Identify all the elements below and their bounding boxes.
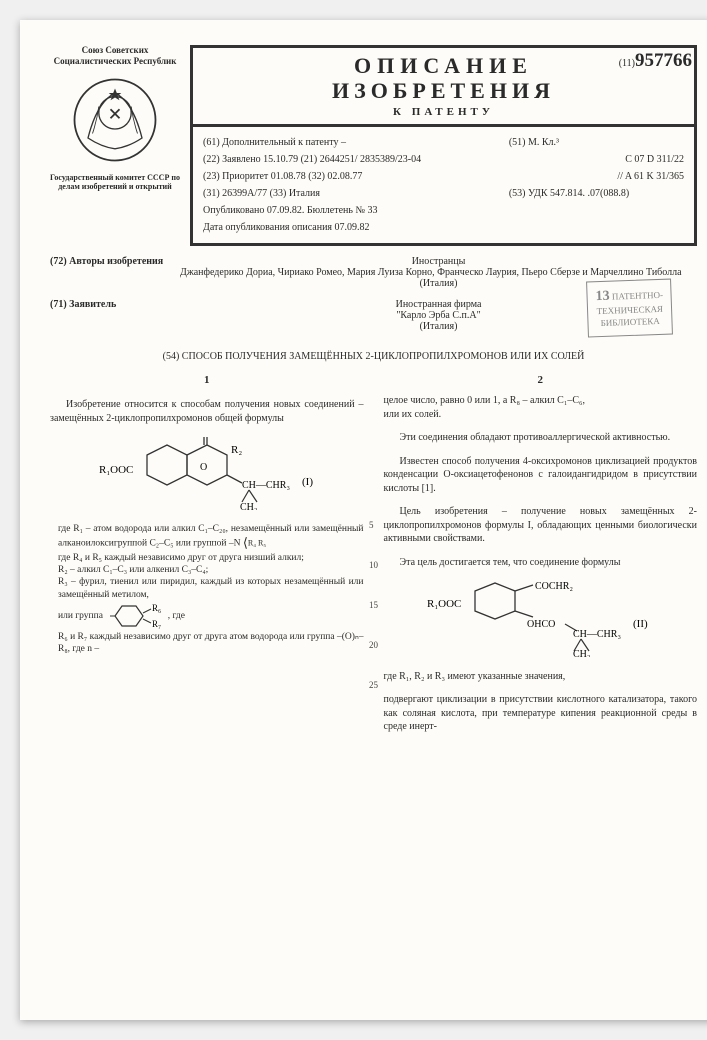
col1-num: 1 (50, 373, 364, 388)
meta-l5: Дата опубликования описания 07.09.82 (203, 220, 501, 235)
metadata-box: (61) Дополнительный к патенту – (22) Зая… (190, 127, 697, 246)
header: Союз Советских Социалистических Республи… (50, 45, 697, 246)
c1-w6: R₆ и R₇ каждый независимо друг от друга … (58, 631, 364, 656)
c2-p8: подвергают циклизации в присутствии кисл… (384, 693, 698, 734)
meta-right: (51) М. Кл.³ C 07 D 311/22 // A 61 K 31/… (501, 133, 684, 237)
ln-5: 5 (369, 520, 378, 530)
meta-r0: (51) М. Кл.³ (509, 135, 684, 150)
library-stamp: 13 ПАТЕНТНО- ТЕХНИЧЕСКАЯ БИБЛИОТЕКА (586, 279, 673, 338)
c1-w5: или группа (58, 611, 103, 621)
title-line1: ОПИСАНИЕ (203, 54, 684, 78)
column-1: 1 Изобретение относится к способам получ… (50, 373, 364, 743)
committee-label: Государственный комитет СССР по делам из… (50, 173, 180, 192)
meta-l4: Опубликовано 07.09.82. Бюллетень № 33 (203, 203, 501, 218)
c1-w2: где R₄ и R₅ каждый независимо друг от др… (58, 552, 364, 564)
f1-o: O (200, 462, 207, 473)
where-block: где R₁ – атом водорода или алкил C₁–C₂₀,… (58, 523, 364, 656)
c2-p4: Известен способ получения 4-оксихромонов… (384, 455, 698, 496)
subtitle: К ПАТЕНТУ (203, 106, 684, 118)
svg-text:R₆: R₆ (152, 603, 161, 613)
title-line2: ИЗОБРЕТЕНИЯ (203, 78, 684, 104)
patent-prefix: (11) (619, 58, 635, 69)
c2-p3: Эти соединения обладают противоаллергиче… (384, 431, 698, 445)
c1-w4: R₃ – фурил, тиенил или пиридил, каждый и… (58, 576, 364, 601)
f2-r1ooc: R₁OOC (427, 598, 461, 610)
authors-prefix: Иностранцы (180, 256, 697, 267)
c1-w5-row: или группа R₆ R₇ , где (58, 601, 364, 631)
stamp-num: 13 (595, 289, 610, 304)
stamp-l3: БИБЛИОТЕКА (600, 316, 660, 328)
c1-r45: R₄ R₅ (248, 539, 266, 548)
c2-p7: где R₁, R₂ и R₃ имеют указанные значения… (384, 670, 698, 684)
applicant-label: (71) Заявитель (50, 299, 180, 332)
col2-num: 2 (384, 373, 698, 388)
meta-l3: (31) 26399A/77 (33) Италия (203, 186, 501, 201)
invention-title: (54) СПОСОБ ПОЛУЧЕНИЯ ЗАМЕЩЁННЫХ 2-ЦИКЛО… (50, 350, 697, 363)
c1-w1: где R₁ – атом водорода или алкил C₁–C₂₀,… (58, 524, 364, 549)
ln-20: 20 (369, 640, 378, 650)
column-2: 2 целое число, равно 0 или 1, а R₈ – алк… (384, 373, 698, 743)
f2-chchr3: CH—CHR₃ (573, 629, 621, 640)
c1-w3: R₂ – алкил C₁–C₃ или алкенил C₃–C₄; (58, 564, 364, 576)
ussr-emblem-icon (70, 75, 160, 165)
c2-p5: Цель изобретения – получение новых замещ… (384, 505, 698, 546)
meta-left: (61) Дополнительный к патенту – (22) Зая… (203, 133, 501, 237)
f2-label: (II) (633, 618, 648, 630)
f1-ch2: CH₂ (240, 502, 257, 510)
stamp-l2: ТЕХНИЧЕСКАЯ (596, 304, 663, 316)
f1-chchr3: CH—CHR₃ (242, 480, 290, 491)
svg-text:R₇: R₇ (152, 619, 161, 629)
meta-l2: (23) Приоритет 01.08.78 (32) 02.08.77 (203, 169, 501, 184)
meta-l1: (22) Заявлено 15.10.79 (21) 2644251/ 283… (203, 152, 501, 167)
patent-number-value: 957766 (635, 50, 692, 71)
stamp-l1: ПАТЕНТНО- (611, 290, 663, 302)
title-meta-block: ОПИСАНИЕ ИЗОБРЕТЕНИЯ К ПАТЕНТУ (61) Допо… (190, 45, 697, 246)
f2-cochr2: COCHR₂ (535, 581, 573, 592)
c2-p1: целое число, равно 0 или 1, а R₈ – алкил… (384, 394, 698, 408)
c2-p2: или их солей. (384, 408, 698, 422)
ln-15: 15 (369, 600, 378, 610)
authors-names: Джанфедерико Дориа, Чириако Ромео, Мария… (180, 267, 697, 278)
ln-10: 10 (369, 560, 378, 570)
meta-r1: C 07 D 311/22 (509, 152, 684, 167)
left-column: Союз Советских Социалистических Республи… (50, 45, 180, 192)
f1-r1ooc: R₁OOC (99, 464, 133, 476)
patent-number: (11)957766 (619, 50, 692, 72)
c1-gde: , где (168, 611, 185, 621)
f1-label: (I) (302, 476, 313, 488)
meta-r4: (53) УДК 547.814. .07(088.8) (509, 186, 684, 201)
col1-p1: Изобретение относится к способам получен… (50, 398, 364, 425)
union-label: Союз Советских Социалистических Республи… (50, 45, 180, 67)
c2-p6: Эта цель достигается тем, что соединение… (384, 556, 698, 570)
formula-1: R₁OOC O R₂ CH—CHR₃ CH₂ (I) (50, 435, 364, 515)
line-numbers: 5 10 15 20 25 (369, 520, 378, 690)
ln-25: 25 (369, 680, 378, 690)
f2-ohco: OHCO (527, 619, 555, 630)
f1-r2: R₂ (231, 444, 242, 456)
f2-ch2: CH₂ (573, 649, 590, 657)
patent-page: (11)957766 Союз Советских Социалистическ… (20, 20, 707, 1020)
meta-r2: // A 61 K 31/365 (509, 169, 684, 184)
authors-label: (72) Авторы изобретения (50, 256, 180, 289)
benzene-r6r7-icon: R₆ R₇ (105, 601, 165, 631)
formula-2: R₁OOC COCHR₂ OHCO CH—CHR₃ CH₂ (II) (384, 579, 698, 662)
meta-l0: (61) Дополнительный к патенту – (203, 135, 501, 150)
